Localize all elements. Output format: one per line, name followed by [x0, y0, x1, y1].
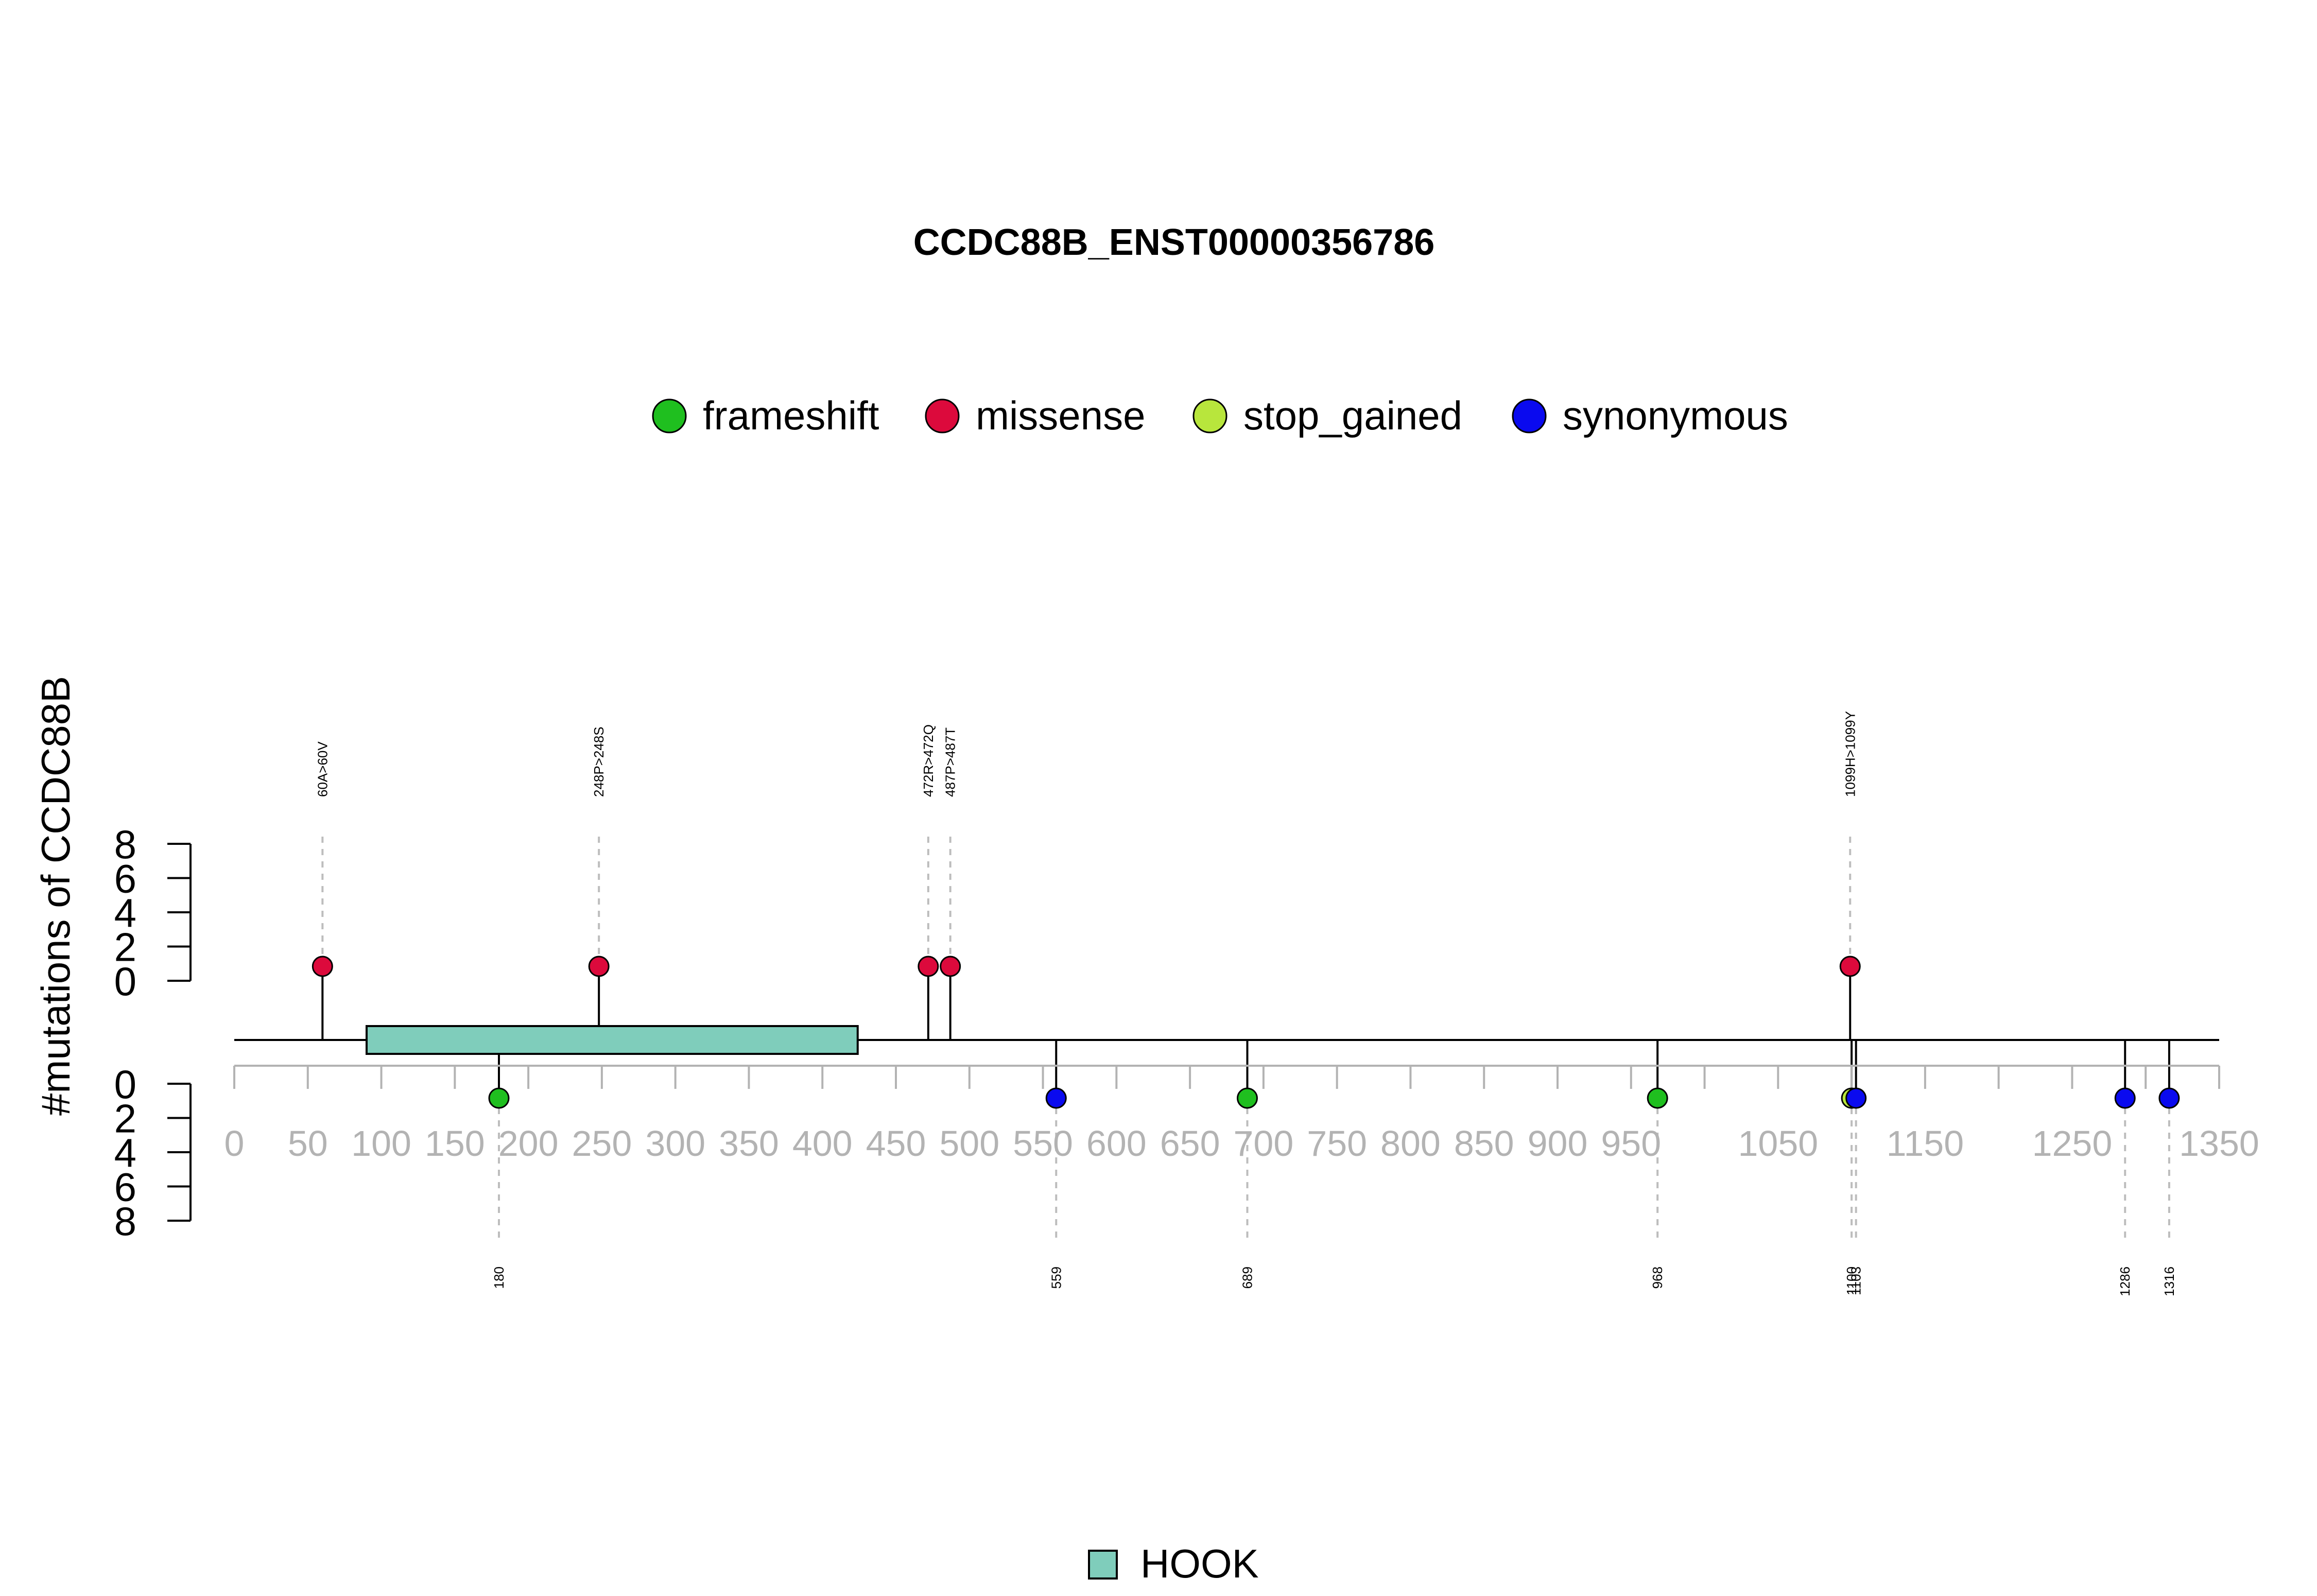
x-tick-label: 500 [939, 1123, 999, 1164]
mutation-point-synonymous [1845, 1087, 1867, 1109]
x-tick-label: 750 [1307, 1123, 1367, 1164]
x-tick-label: 1250 [2032, 1123, 2113, 1164]
x-tick-label: 700 [1233, 1123, 1293, 1164]
legend-marker-missense [925, 398, 960, 433]
x-tick-label: 200 [498, 1123, 559, 1164]
mutation-point-missense [1839, 956, 1861, 977]
mutation-label: 968 [1650, 1267, 1665, 1289]
y-tick-label-top: 8 [114, 822, 136, 867]
mutation-label: 1103 [1848, 1267, 1864, 1295]
y-tick-label-top: 4 [114, 890, 136, 935]
mutation-point-frameshift [1236, 1087, 1258, 1109]
x-tick-label: 250 [572, 1123, 632, 1164]
x-tick-label: 800 [1380, 1123, 1441, 1164]
mutation-labels: 60A>60V 248P>248S 472R>472Q 487P>487T 1099H>… [315, 711, 2177, 1296]
x-tick-label: 300 [645, 1123, 705, 1164]
x-tick-label: 100 [351, 1123, 411, 1164]
x-tick-label: 850 [1454, 1123, 1514, 1164]
guide-lines [321, 837, 2170, 1243]
domain-legend-swatch [1088, 1550, 1118, 1580]
x-tick-label: 150 [425, 1123, 485, 1164]
x-tick-label: 0 [224, 1123, 245, 1164]
mutation-point-frameshift [488, 1087, 510, 1109]
y-tick-label-bottom: 6 [114, 1165, 136, 1210]
x-tick-label: 650 [1160, 1123, 1220, 1164]
x-tick-label: 600 [1086, 1123, 1147, 1164]
domains [366, 1025, 859, 1055]
mutation-point-frameshift [1647, 1087, 1668, 1109]
mutation-point-missense [940, 956, 961, 977]
y-tick-label-top: 6 [114, 856, 136, 901]
x-tick-label: 900 [1528, 1123, 1588, 1164]
chart-title: CCDC88B_ENST00000356786 [913, 222, 1435, 263]
legend: frameshift missense stop_gained synonymous [652, 393, 1788, 438]
y-tick-label-bottom: 2 [114, 1096, 136, 1141]
x-tick-label: 450 [866, 1123, 926, 1164]
x-tick-label: 1350 [2179, 1123, 2259, 1164]
mutation-label: 1286 [2117, 1267, 2133, 1296]
y-tick-label-bottom: 0 [114, 1062, 136, 1107]
x-tick-label: 400 [792, 1123, 853, 1164]
y-tick-label-bottom: 4 [114, 1130, 136, 1175]
y-tick-label-bottom: 8 [114, 1199, 136, 1244]
y-tick-label-top: 2 [114, 925, 136, 970]
legend-label-stop_gained: stop_gained [1243, 393, 1462, 438]
mutation-point-synonymous [2158, 1087, 2180, 1109]
x-axis: 0 50 100 150 200 250 300 350 400 450 500 550 600 650 7… [224, 1065, 2259, 1164]
legend-marker-synonymous [1512, 398, 1547, 433]
legend-marker-stop_gained [1192, 398, 1227, 433]
mutation-label: 487P>487T [943, 727, 958, 797]
mutation-point-synonymous [2114, 1087, 2136, 1109]
legend-label-missense: missense [976, 393, 1145, 438]
mutation-point-synonymous [1045, 1087, 1067, 1109]
mutation-label: 248P>248S [591, 726, 607, 797]
legend-label-frameshift: frameshift [703, 393, 879, 438]
mutation-label: 180 [491, 1267, 507, 1289]
mutation-label: 689 [1239, 1267, 1255, 1289]
x-tick-label: 950 [1601, 1123, 1661, 1164]
domain-legend: HOOK [1088, 1541, 1259, 1586]
x-tick-label: 350 [719, 1123, 779, 1164]
x-tick-label: 50 [288, 1123, 328, 1164]
domain-HOOK [366, 1025, 859, 1055]
mutation-label: 1099H>1099Y [1842, 711, 1858, 797]
x-tick-label: 1150 [1887, 1123, 1964, 1164]
mutation-label: 1100 [1844, 1267, 1859, 1295]
mutation-point-missense [588, 956, 610, 977]
mutation-point-missense [312, 956, 333, 977]
legend-label-synonymous: synonymous [1563, 393, 1788, 438]
mutation-point-missense [918, 956, 939, 977]
mutation-points [312, 956, 2180, 1109]
y-tick-label-top: 0 [114, 959, 136, 1004]
mutation-label: 60A>60V [315, 741, 330, 797]
mutation-label: 1316 [2162, 1267, 2177, 1296]
y-axis-label: #mutations of CCDC88B [33, 676, 78, 1116]
x-tick-label: 550 [1013, 1123, 1073, 1164]
mutation-label: 472R>472Q [921, 724, 936, 797]
x-tick-label: 1050 [1738, 1123, 1818, 1164]
domain-legend-label: HOOK [1140, 1541, 1259, 1586]
legend-marker-frameshift [652, 398, 687, 433]
mutation-label: 559 [1048, 1267, 1064, 1289]
